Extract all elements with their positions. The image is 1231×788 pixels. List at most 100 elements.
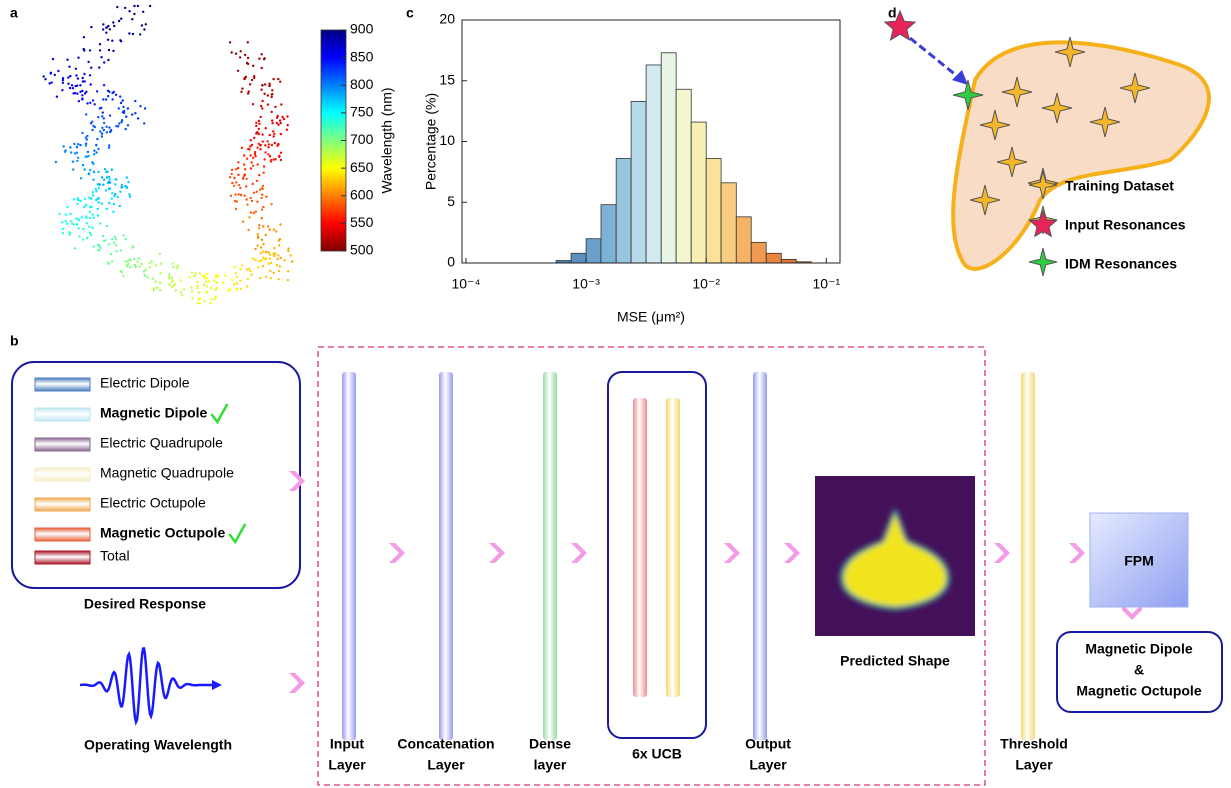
scatter-dot: [104, 168, 106, 170]
scatter-dot: [258, 120, 260, 122]
scatter-dot: [239, 56, 241, 58]
scatter-dot: [252, 65, 254, 67]
scatter-dot: [259, 189, 261, 191]
scatter-dot: [256, 191, 258, 193]
scatter-dot: [111, 192, 113, 194]
scatter-dot: [115, 94, 117, 96]
scatter-dot: [199, 302, 201, 304]
scatter-dot: [77, 157, 79, 159]
scatter-dot: [274, 158, 276, 160]
scatter-dot: [139, 33, 141, 35]
scatter-dot: [236, 282, 238, 284]
scatter-dot: [141, 24, 143, 26]
fpm-label: FPM: [1124, 553, 1154, 569]
scatter-dot: [99, 130, 101, 132]
scatter-dot: [258, 58, 260, 60]
scatter-dot: [205, 285, 207, 287]
scatter-dot: [94, 103, 96, 105]
arrow-shaft: [910, 38, 962, 80]
scatter-dot: [115, 244, 117, 246]
scatter-dot: [261, 84, 263, 86]
scatter-dot: [216, 287, 218, 289]
scatter-dot: [105, 32, 107, 34]
layer-label: Input: [330, 736, 365, 752]
scatter-dot: [54, 74, 56, 76]
colorbar-tick-label: 850: [350, 48, 374, 64]
scatter-dot: [236, 288, 238, 290]
scatter-dot: [143, 28, 145, 30]
scatter-dot: [129, 196, 131, 198]
scatter-dot: [246, 268, 248, 270]
histogram-bar: [616, 159, 631, 263]
scatter-dot: [78, 100, 80, 102]
scatter-dot: [215, 296, 217, 298]
scatter-dot: [280, 257, 282, 259]
scatter-dot: [105, 126, 107, 128]
scatter-dot: [261, 107, 263, 109]
scatter-dot: [70, 151, 72, 153]
scatter-dot: [87, 61, 89, 63]
scatter-dot: [242, 221, 244, 223]
scatter-dot: [105, 98, 107, 100]
scatter-dot: [203, 300, 205, 302]
scatter-dot: [235, 168, 237, 170]
colorbar-tick-label: 550: [350, 214, 374, 230]
scatter-dot: [236, 276, 238, 278]
scatter-dot: [231, 182, 233, 184]
scatter-dot: [255, 125, 257, 127]
scatter-dot: [272, 253, 274, 255]
scatter-dot: [70, 220, 72, 222]
scatter-dot: [89, 217, 91, 219]
scatter-dot: [89, 74, 91, 76]
scatter-dot: [92, 99, 94, 101]
response-title: Desired Response: [84, 596, 206, 612]
scatter-dot: [73, 198, 75, 200]
scatter-dot: [82, 164, 84, 166]
scatter-dot: [105, 189, 107, 191]
scatter-dot: [111, 40, 113, 42]
scatter-dot: [254, 248, 256, 250]
scatter-dot: [67, 83, 69, 85]
scatter-dot: [97, 208, 99, 210]
scatter-dot: [69, 146, 71, 148]
panel-label: d: [888, 5, 897, 21]
scatter-dot: [98, 187, 100, 189]
scatter-dot: [108, 144, 110, 146]
scatter-dot: [69, 234, 71, 236]
scatter-dot: [86, 237, 88, 239]
scatter-dot: [267, 94, 269, 96]
shape-label: Predicted Shape: [840, 653, 950, 669]
scatter-dot: [50, 72, 52, 74]
scatter-dot: [97, 116, 99, 118]
legend-swatch: [35, 438, 90, 451]
scatter-dot: [83, 206, 85, 208]
scatter-dot: [108, 243, 110, 245]
scatter-dot: [283, 118, 285, 120]
scatter-dot: [159, 272, 161, 274]
scatter-dot: [291, 260, 293, 262]
scatter-dot: [290, 254, 292, 256]
scatter-dot: [268, 143, 270, 145]
scatter-dot: [111, 98, 113, 100]
scatter-dot: [89, 49, 91, 51]
scatter-dot: [257, 163, 259, 165]
colorbar-tick-label: 700: [350, 131, 374, 147]
scatter-dot: [251, 79, 253, 81]
scatter-dot: [56, 96, 58, 98]
scatter-dot: [133, 13, 135, 15]
scatter-dot: [102, 235, 104, 237]
scatter-dot: [278, 244, 280, 246]
histogram-bar: [781, 259, 796, 263]
scatter-dot: [198, 291, 200, 293]
scatter-dot: [127, 263, 129, 265]
scatter-dot: [74, 247, 76, 249]
scatter-dot: [261, 209, 263, 211]
scatter-dot: [111, 169, 113, 171]
colorbar-title: Wavelength (nm): [379, 87, 395, 193]
scatter-dot: [240, 194, 242, 196]
scatter-dot: [110, 129, 112, 131]
scatter-dot: [247, 229, 249, 231]
scatter-dot: [93, 150, 95, 152]
scatter-dot: [149, 5, 151, 7]
scatter-dot: [96, 138, 98, 140]
